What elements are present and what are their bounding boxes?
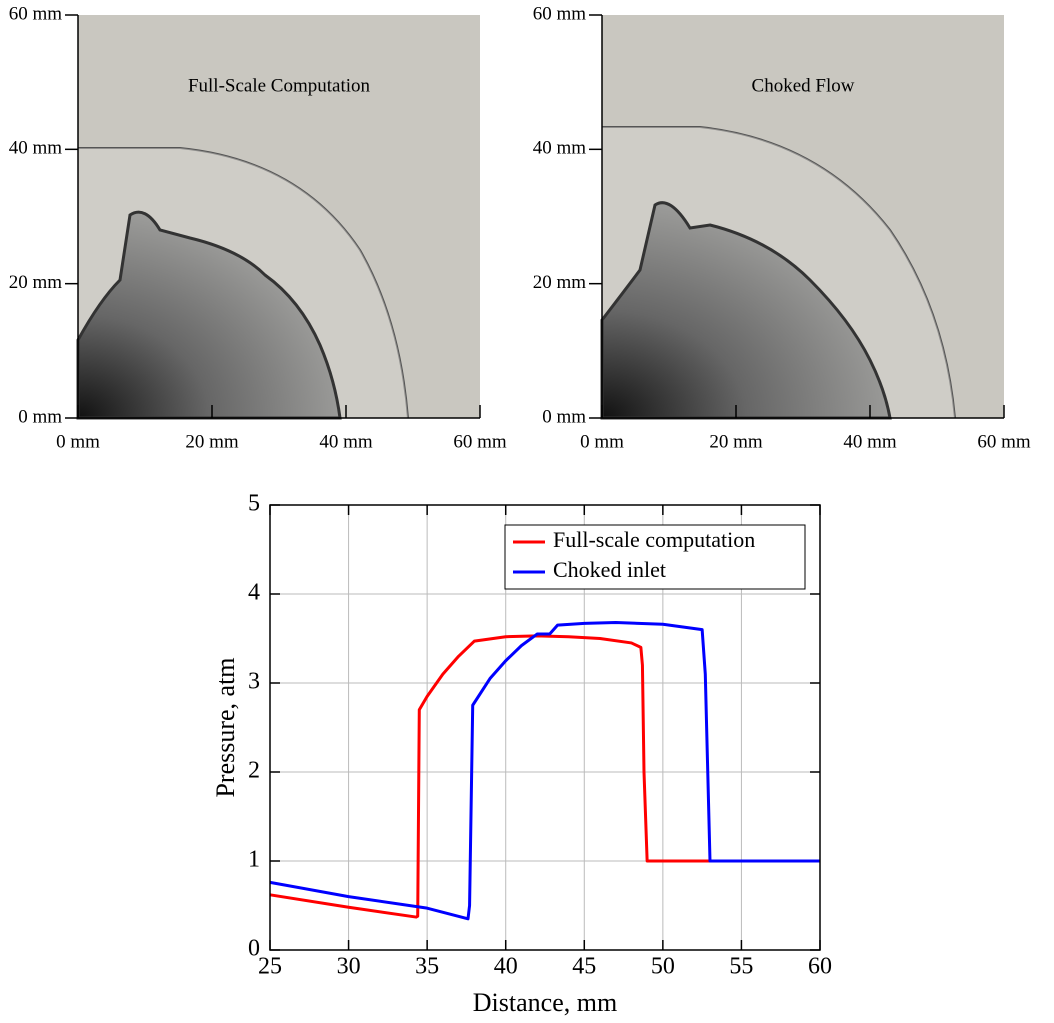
x-tick-label: 50 [651,954,675,980]
legend-label: Full-scale computation [553,527,755,552]
x-tick-label: 45 [572,954,596,980]
x-tick-label: 30 [337,954,361,980]
y-tick-label: 1 [248,847,260,873]
x-tick-label: 55 [729,954,753,980]
x-tick-label: 40 [494,954,518,980]
image-1 [76,15,480,420]
shock-front [78,147,409,419]
image-2 [600,15,1004,420]
y-tick-label: 20 mm [9,272,63,293]
shock-front [602,126,956,419]
x-tick-label: 60 [808,954,832,980]
y-tick-label: 0 mm [542,406,586,427]
jet-core [76,210,342,420]
x-axis-title: Distance, mm [473,988,617,1017]
y-tick-label: 5 [248,491,260,517]
y-tick-label: 0 mm [18,406,62,427]
x-tick-label: 25 [258,954,282,980]
x-tick-label: 40 mm [319,431,373,452]
y-tick-label: 20 mm [533,272,587,293]
data-line [269,620,820,921]
x-tick-label: 0 mm [56,431,100,452]
x-tick-label: 60 mm [453,431,507,452]
data-line [269,634,710,919]
x-tick-label: 0 mm [580,431,624,452]
legend-label: Choked inlet [553,557,666,582]
x-tick-label: 60 mm [977,431,1031,452]
x-tick-label: 20 mm [185,431,239,452]
y-tick-label: 40 mm [9,138,63,159]
x-tick-label: 40 mm [843,431,897,452]
y-tick-label: 2 [248,758,260,784]
y-tick-label: 40 mm [533,138,587,159]
image-title: Choked Flow [752,75,855,96]
y-tick-label: 4 [248,580,260,606]
x-tick-label: 20 mm [709,431,763,452]
y-tick-label: 3 [248,669,260,695]
x-tick-label: 35 [415,954,439,980]
legend-box [504,524,806,590]
y-axis-title: Pressure, atm [211,657,240,797]
plot-frame [269,504,821,951]
y-tick-label: 60 mm [9,3,63,24]
y-tick-label: 60 mm [533,3,587,24]
y-tick-label: 0 [248,936,260,962]
image-title: Full-Scale Computation [188,75,371,96]
jet-core [600,201,892,420]
